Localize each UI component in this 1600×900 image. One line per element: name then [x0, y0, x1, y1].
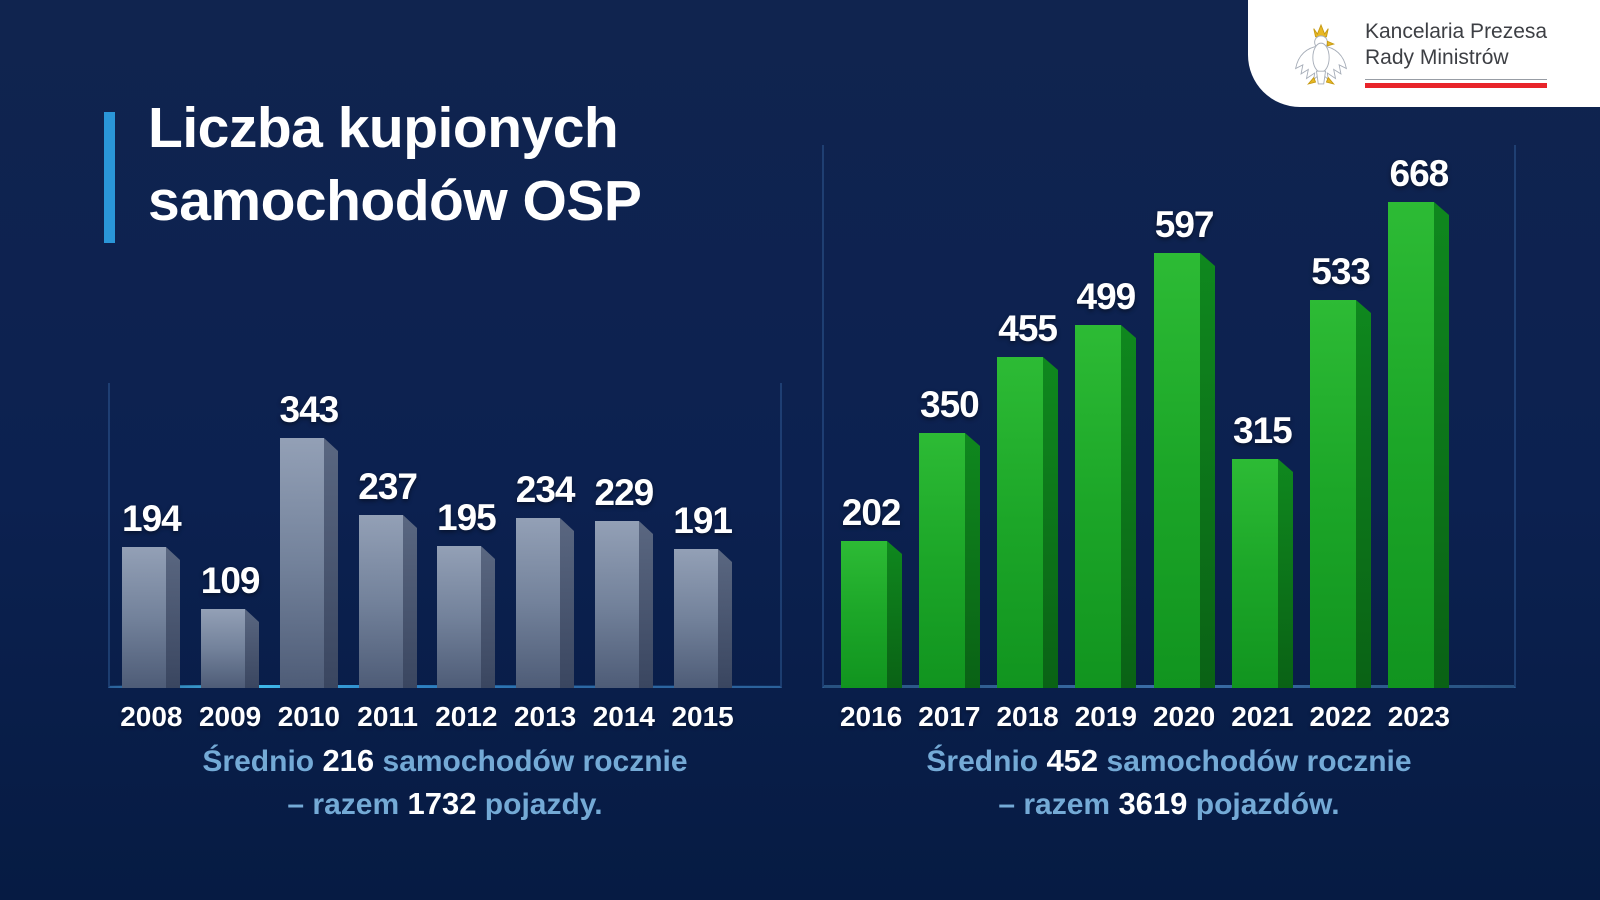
caption-right-seg2: samochodów rocznie [1098, 745, 1412, 778]
bar-value-label: 202 [841, 492, 902, 533]
bar-value-label: 315 [1233, 410, 1293, 451]
x-axis-label: 2014 [592, 701, 656, 732]
bar-slot: 668 [1380, 153, 1458, 688]
bars-row-right: 202 350 455 499 597 315 533 668 [832, 153, 1458, 688]
bar-slot: 191 [663, 500, 742, 688]
bar-3d [122, 547, 181, 688]
bar-slot: 194 [112, 498, 191, 688]
bar-slot: 237 [348, 466, 427, 688]
bar-3d [201, 609, 260, 688]
caption-left-total: 1732 [407, 786, 477, 821]
bar-slot: 195 [427, 497, 506, 688]
bar-3d [673, 549, 732, 688]
caption-right-seg4: pojazdów. [1187, 788, 1340, 821]
bar-value-label: 194 [122, 498, 182, 539]
x-axis-label: 2008 [120, 701, 183, 732]
bar-slot: 234 [506, 469, 585, 688]
bar-3d [1310, 300, 1372, 688]
bar-slot: 350 [910, 384, 988, 688]
bar-slot: 229 [585, 472, 664, 688]
caption-left-seg2: samochodów rocznie [374, 745, 688, 778]
bar-3d [279, 438, 338, 688]
logo-separator-line [1365, 79, 1548, 80]
polish-eagle-emblem-icon [1294, 23, 1348, 85]
bar-value-label: 350 [920, 384, 980, 425]
bar-value-label: 668 [1389, 153, 1450, 194]
logo-red-bar [1365, 83, 1548, 88]
logo-org-line1: Kancelaria Prezesa [1365, 20, 1548, 43]
bar-value-label: 234 [515, 469, 576, 510]
bar-3d [1075, 325, 1137, 688]
bar-3d [1388, 202, 1450, 688]
bar-value-label: 597 [1154, 204, 1215, 245]
bar-slot: 597 [1145, 204, 1223, 688]
x-axis-label: 2017 [918, 701, 981, 732]
x-axis-label: 2022 [1309, 701, 1372, 732]
bar-value-label: 195 [437, 497, 497, 538]
bar-slot: 202 [832, 492, 910, 688]
bar-3d [1153, 253, 1215, 688]
title-accent-bar [104, 112, 115, 243]
bar-3d [840, 541, 902, 688]
x-axis-label: 2011 [357, 701, 418, 732]
x-axis-label: 2012 [435, 701, 498, 732]
x-axis-label: 2013 [513, 701, 577, 732]
caption-right: Średnio 452 samochodów rocznie – razem 3… [822, 740, 1516, 826]
caption-right-seg3: – razem [998, 788, 1119, 821]
caption-right-seg1: Średnio [926, 745, 1047, 778]
bar-value-label: 237 [358, 466, 418, 507]
x-axis-label: 2020 [1152, 701, 1216, 732]
bar-3d [594, 521, 653, 688]
logo-org-line2: Rady Ministrów [1365, 46, 1509, 69]
caption-left: Średnio 216 samochodów rocznie – razem 1… [108, 740, 782, 826]
bar-chart-2008-2015: 194 109 343 237 195 234 229 191 2008 2009 2010 201… [108, 383, 782, 733]
page-title: Liczba kupionych samochodów OSP [148, 92, 642, 238]
bar-chart-2016-2023: 202 350 455 499 597 315 533 668 2016 2017 2018 201… [822, 145, 1516, 733]
caption-left-seg4: pojazdy. [476, 788, 603, 821]
x-axis-label: 2021 [1231, 701, 1294, 732]
x-axis-label: 2018 [996, 701, 1059, 732]
bar-value-label: 455 [998, 308, 1058, 349]
x-axis-label: 2015 [671, 701, 734, 732]
bars-row-left: 194 109 343 237 195 234 229 191 [112, 389, 742, 688]
page-title-line2: samochodów OSP [148, 169, 642, 233]
bar-slot: 499 [1067, 276, 1145, 688]
bar-value-label: 229 [594, 472, 655, 513]
x-axis-label: 2010 [277, 701, 341, 732]
bar-3d [516, 518, 575, 688]
bar-slot: 533 [1302, 251, 1380, 688]
bar-3d [918, 433, 980, 688]
bar-slot: 455 [989, 308, 1067, 688]
caption-right-average: 452 [1046, 743, 1099, 778]
x-axis-label: 2019 [1074, 701, 1138, 732]
page-title-line1: Liczba kupionych [148, 96, 619, 160]
bar-value-label: 343 [279, 389, 340, 430]
x-axis-label: 2009 [198, 701, 262, 732]
bar-value-label: 499 [1076, 276, 1137, 317]
x-axis-label: 2023 [1387, 701, 1451, 732]
bar-value-label: 533 [1311, 251, 1371, 292]
bar-slot: 343 [270, 389, 349, 688]
bar-slot: 315 [1223, 410, 1301, 688]
caption-left-seg3: – razem [287, 788, 408, 821]
x-axis-right: 2016 2017 2018 2019 2020 2021 2022 2023 [832, 693, 1458, 733]
government-logo-box: Kancelaria Prezesa Rady Ministrów [1248, 0, 1600, 107]
bar-3d [997, 357, 1059, 688]
x-axis-left: 2008 2009 2010 2011 2012 2013 2014 2015 [112, 693, 742, 733]
x-axis-label: 2016 [839, 701, 903, 732]
bar-value-label: 109 [200, 560, 261, 601]
caption-left-average: 216 [322, 743, 375, 778]
caption-left-seg1: Średnio [202, 745, 323, 778]
logo-text-block: Kancelaria Prezesa Rady Ministrów [1365, 19, 1548, 88]
bar-value-label: 191 [673, 500, 733, 541]
bar-3d [1231, 459, 1293, 688]
bar-3d [358, 515, 417, 688]
caption-right-total: 3619 [1118, 786, 1188, 821]
bar-3d [437, 546, 496, 688]
bar-slot: 109 [191, 560, 270, 688]
